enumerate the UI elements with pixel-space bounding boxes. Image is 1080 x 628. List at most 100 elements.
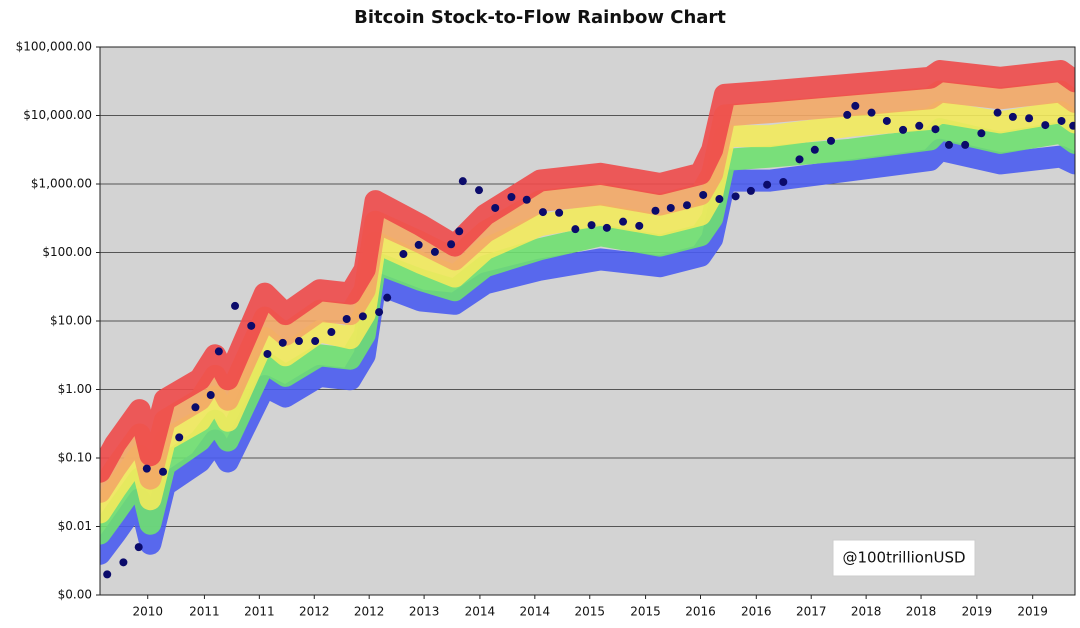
price-point bbox=[977, 129, 986, 138]
x-tick-label: 2018 bbox=[851, 605, 882, 619]
price-point bbox=[327, 328, 336, 337]
price-point bbox=[103, 570, 112, 579]
price-point bbox=[458, 177, 467, 186]
price-point bbox=[619, 217, 628, 226]
price-point bbox=[1057, 116, 1066, 125]
price-point bbox=[746, 186, 755, 195]
price-point bbox=[231, 301, 240, 310]
price-point bbox=[263, 349, 272, 358]
x-tick-label: 2019 bbox=[962, 605, 993, 619]
rainbow-band bbox=[100, 118, 1075, 545]
annotation: @100trillionUSD bbox=[842, 549, 965, 567]
price-point bbox=[1008, 112, 1017, 121]
price-point bbox=[993, 108, 1002, 117]
price-point bbox=[587, 221, 596, 230]
price-point bbox=[571, 225, 580, 234]
x-tick-label: 2017 bbox=[796, 605, 827, 619]
price-point bbox=[294, 337, 303, 346]
x-tick-label: 2010 bbox=[132, 605, 163, 619]
price-point bbox=[795, 155, 804, 164]
price-point bbox=[961, 140, 970, 149]
price-point bbox=[383, 293, 392, 302]
price-point bbox=[159, 467, 168, 476]
price-point bbox=[191, 403, 200, 412]
price-point bbox=[475, 186, 484, 195]
price-point bbox=[142, 464, 151, 473]
x-tick-label: 2012 bbox=[354, 605, 385, 619]
price-point bbox=[810, 145, 819, 154]
price-point bbox=[944, 140, 953, 149]
price-point bbox=[555, 208, 564, 217]
price-point bbox=[699, 190, 708, 199]
rainbow-band bbox=[100, 60, 1075, 483]
x-tick-label: 2018 bbox=[906, 605, 937, 619]
price-point bbox=[175, 433, 184, 442]
x-tick-label: 2014 bbox=[520, 605, 551, 619]
x-tick-label: 2011 bbox=[244, 605, 275, 619]
y-tick-label: $10,000.00 bbox=[23, 108, 92, 122]
price-point bbox=[851, 101, 860, 110]
price-point bbox=[134, 543, 143, 552]
plot-content bbox=[100, 60, 1075, 579]
price-point bbox=[602, 223, 611, 232]
y-tick-label: $0.00 bbox=[58, 588, 92, 602]
price-point bbox=[447, 240, 456, 249]
rainbow-band bbox=[100, 138, 1075, 565]
price-point bbox=[731, 192, 740, 201]
price-point bbox=[931, 125, 940, 134]
price-point bbox=[375, 308, 384, 317]
y-tick-label: $0.01 bbox=[58, 519, 92, 533]
x-tick-label: 2014 bbox=[465, 605, 496, 619]
price-point bbox=[278, 338, 287, 347]
y-tick-label: $1,000.00 bbox=[31, 177, 92, 191]
x-tick-label: 2015 bbox=[574, 605, 605, 619]
price-point bbox=[1041, 121, 1050, 130]
price-point bbox=[763, 180, 772, 189]
y-tick-label: $0.10 bbox=[58, 451, 92, 465]
price-point bbox=[538, 208, 547, 217]
price-point bbox=[399, 250, 408, 259]
price-point bbox=[915, 121, 924, 130]
rainbow-band bbox=[100, 101, 1075, 524]
plot-border bbox=[99, 46, 1076, 596]
x-tick-label: 2016 bbox=[685, 605, 716, 619]
price-point bbox=[430, 247, 439, 256]
x-tick-label: 2016 bbox=[741, 605, 772, 619]
price-point bbox=[206, 391, 215, 400]
price-point bbox=[1069, 121, 1075, 130]
x-tick-label: 2015 bbox=[630, 605, 661, 619]
price-point bbox=[779, 177, 788, 186]
price-point bbox=[214, 347, 223, 356]
x-tick-label: 2019 bbox=[1017, 605, 1048, 619]
y-tick-label: $100,000.00 bbox=[16, 40, 92, 54]
y-tick-label: $10.00 bbox=[50, 314, 92, 328]
price-point bbox=[311, 337, 320, 346]
price-point bbox=[827, 136, 836, 145]
price-point bbox=[119, 558, 128, 567]
annotation-box bbox=[832, 539, 976, 577]
price-point bbox=[651, 206, 660, 215]
price-point bbox=[414, 240, 423, 249]
price-point bbox=[491, 203, 500, 212]
price-point bbox=[1025, 114, 1034, 123]
price-point bbox=[247, 321, 256, 330]
price-point bbox=[342, 314, 351, 323]
price-point bbox=[507, 192, 516, 201]
price-point bbox=[666, 203, 675, 212]
price-point bbox=[635, 221, 644, 230]
price-point bbox=[522, 195, 531, 204]
price-point bbox=[899, 125, 908, 134]
price-point bbox=[455, 227, 464, 236]
price-point bbox=[882, 116, 891, 125]
price-point bbox=[715, 195, 724, 204]
price-point bbox=[843, 110, 852, 119]
x-tick-label: 2012 bbox=[299, 605, 330, 619]
x-tick-label: 2011 bbox=[189, 605, 220, 619]
x-tick-label: 2013 bbox=[409, 605, 440, 619]
price-point bbox=[867, 108, 876, 117]
chart-title: Bitcoin Stock-to-Flow Rainbow Chart bbox=[354, 7, 726, 28]
y-tick-label: $100.00 bbox=[42, 245, 92, 259]
price-point bbox=[358, 312, 367, 321]
